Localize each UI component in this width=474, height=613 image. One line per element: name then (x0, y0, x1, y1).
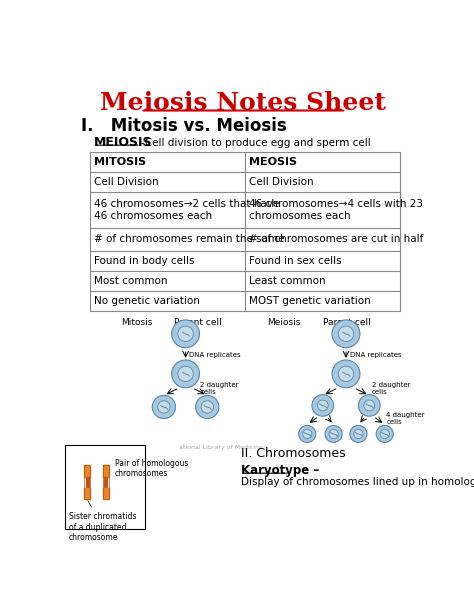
Circle shape (358, 395, 380, 416)
Text: 2 daughter
cells: 2 daughter cells (201, 382, 239, 395)
Polygon shape (104, 477, 107, 482)
Text: No genetic variation: No genetic variation (94, 295, 200, 306)
Text: Sister chromatids
of a duplicated
chromosome: Sister chromatids of a duplicated chromo… (69, 499, 136, 542)
Circle shape (325, 425, 342, 443)
Text: MEIOSIS: MEIOSIS (94, 136, 153, 150)
Text: 46 chromosomes→2 cells that have
46 chromosomes each: 46 chromosomes→2 cells that have 46 chro… (94, 199, 279, 221)
Text: MOST genetic variation: MOST genetic variation (249, 295, 371, 306)
Text: Least common: Least common (249, 276, 326, 286)
Polygon shape (103, 493, 109, 500)
Text: 46 chromosomes→4 cells with 23
chromosomes each: 46 chromosomes→4 cells with 23 chromosom… (249, 199, 423, 221)
Text: Pair of homologous
chromosomes: Pair of homologous chromosomes (107, 459, 189, 478)
Text: Found in sex cells: Found in sex cells (249, 256, 342, 265)
Circle shape (380, 429, 390, 438)
Polygon shape (84, 488, 90, 493)
Circle shape (299, 425, 316, 443)
Polygon shape (84, 493, 90, 500)
Circle shape (332, 320, 360, 348)
Circle shape (332, 360, 360, 387)
Text: 2 daughter
cells: 2 daughter cells (372, 382, 410, 395)
Circle shape (302, 429, 312, 438)
Text: Karyotype –: Karyotype – (241, 463, 319, 477)
Text: Cell Division: Cell Division (94, 177, 159, 187)
Circle shape (158, 401, 170, 413)
Text: Mitosis: Mitosis (121, 318, 153, 327)
Circle shape (350, 425, 367, 443)
Circle shape (178, 366, 193, 381)
Text: II. Chromosomes: II. Chromosomes (241, 447, 346, 460)
Circle shape (152, 395, 175, 419)
Circle shape (201, 401, 213, 413)
Text: ational Library of Medicine: ational Library of Medicine (179, 445, 263, 451)
Circle shape (364, 400, 374, 411)
Text: Found in body cells: Found in body cells (94, 256, 195, 265)
Circle shape (172, 320, 200, 348)
Text: I.   Mitosis vs. Meiosis: I. Mitosis vs. Meiosis (81, 117, 287, 135)
Text: Meiosis Notes Sheet: Meiosis Notes Sheet (100, 91, 386, 115)
Circle shape (196, 395, 219, 419)
Circle shape (338, 366, 354, 381)
Text: Meiosis: Meiosis (267, 318, 301, 327)
Polygon shape (84, 465, 90, 471)
Text: # of chromosomes remain the same: # of chromosomes remain the same (94, 234, 284, 244)
Text: Cell Division: Cell Division (249, 177, 314, 187)
Text: Most common: Most common (94, 276, 168, 286)
Circle shape (312, 395, 334, 416)
Text: # of chromosomes are cut in half: # of chromosomes are cut in half (249, 234, 423, 244)
Text: Display of chromosomes lined up in homologous pairs: Display of chromosomes lined up in homol… (241, 477, 474, 487)
Text: 4 daughter
cells: 4 daughter cells (386, 412, 425, 425)
Text: Parent cell: Parent cell (174, 318, 222, 327)
Text: DNA replicates: DNA replicates (190, 352, 241, 357)
Circle shape (329, 429, 338, 438)
Text: MEOSIS: MEOSIS (249, 157, 297, 167)
Text: DNA replicates: DNA replicates (350, 352, 401, 357)
Circle shape (317, 400, 328, 411)
Text: MITOSIS: MITOSIS (94, 157, 146, 167)
Circle shape (338, 326, 354, 341)
Polygon shape (103, 488, 109, 493)
Polygon shape (86, 482, 89, 488)
Circle shape (178, 326, 193, 341)
Circle shape (172, 360, 200, 387)
Text: -Cell division to produce egg and sperm cell: -Cell division to produce egg and sperm … (141, 138, 371, 148)
Bar (65, 446, 145, 528)
Polygon shape (86, 477, 89, 482)
Polygon shape (103, 471, 109, 477)
Polygon shape (104, 482, 107, 488)
Text: Parent cell: Parent cell (323, 318, 371, 327)
Polygon shape (84, 471, 90, 477)
Polygon shape (103, 465, 109, 471)
Circle shape (354, 429, 363, 438)
Circle shape (376, 425, 393, 443)
